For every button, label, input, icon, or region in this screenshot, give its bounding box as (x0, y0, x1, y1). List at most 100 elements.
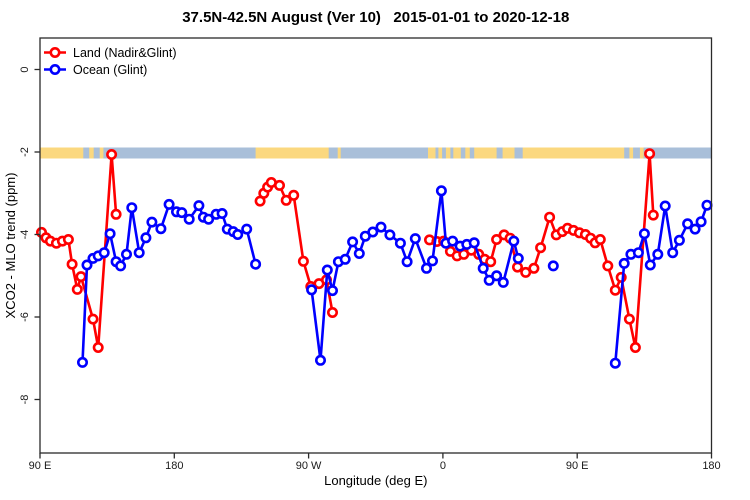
data-point-ocean (695, 216, 707, 228)
data-point-ocean (81, 259, 93, 271)
data-point-ocean (420, 262, 432, 274)
series-line-land (258, 181, 334, 313)
data-point-land (106, 149, 118, 161)
strip-land-segment (639, 147, 644, 159)
data-point-ocean (250, 258, 262, 270)
strip-land-segment (99, 147, 104, 159)
data-point-ocean (104, 228, 116, 240)
strip-land-segment (438, 147, 443, 159)
strip-land-segment (40, 147, 84, 159)
data-point-ocean (682, 218, 694, 230)
data-point-ocean (232, 229, 244, 241)
data-point-land (594, 234, 606, 246)
strip-land-segment (453, 147, 461, 159)
data-point-ocean (638, 228, 650, 240)
strip-ocean-base (40, 147, 712, 159)
data-point-land (629, 341, 641, 353)
data-point-ocean (652, 248, 664, 260)
data-point-ocean (659, 200, 671, 212)
data-point-land (623, 313, 635, 325)
data-point-ocean (176, 207, 188, 219)
x-tick-label: 180 (165, 460, 183, 472)
data-point-land (62, 234, 74, 246)
series-ocean (77, 185, 713, 369)
x-tick-label: 90 E (29, 460, 52, 472)
data-point-land (87, 313, 99, 325)
strip-land-segment (474, 147, 497, 159)
axis-ticks: 90 E 180 90 W 0 90 E 180 0 -2 -4 -6 -8 (19, 66, 721, 472)
strip-land-segment (337, 147, 341, 159)
data-point-land (528, 262, 540, 274)
data-point-ocean (98, 247, 110, 259)
data-point-land (273, 179, 285, 191)
x-axis-title: Longitude (deg E) (324, 473, 427, 488)
data-point-ocean (426, 255, 438, 267)
strip-land-segment (465, 147, 470, 159)
data-point-ocean (203, 213, 215, 225)
data-point-ocean (701, 199, 713, 211)
strip-land-segment (89, 147, 94, 159)
data-point-land (644, 148, 656, 160)
data-point-ocean (468, 237, 480, 249)
data-point-land (75, 271, 87, 283)
data-point-ocean (512, 252, 524, 264)
data-point-ocean (609, 357, 621, 369)
data-point-ocean (321, 264, 333, 276)
series-layer (35, 148, 713, 369)
data-point-ocean (477, 262, 489, 274)
strip-land-segment (255, 147, 329, 159)
x-tick-label: 90 W (296, 460, 322, 472)
data-point-ocean (163, 198, 175, 210)
data-point-land (602, 260, 614, 272)
data-point-land (544, 211, 556, 223)
data-point-land (647, 209, 659, 221)
legend-marker-land-icon (49, 46, 61, 58)
series-line-ocean (81, 203, 257, 363)
data-point-land (326, 306, 338, 318)
data-point-ocean (133, 247, 145, 259)
data-point-land (535, 242, 547, 254)
data-point-ocean (384, 229, 396, 241)
data-point-land (280, 194, 292, 206)
data-point-land (511, 261, 523, 273)
data-point-ocean (508, 235, 520, 247)
data-point-ocean (140, 232, 152, 244)
data-point-land (71, 283, 83, 295)
data-point-ocean (241, 223, 253, 235)
y-tick-label: -4 (19, 230, 31, 240)
data-point-ocean (77, 356, 89, 368)
y-axis-title: XCO2 - MLO trend (ppm) (3, 173, 18, 319)
legend-label-ocean: Ocean (Glint) (73, 63, 147, 77)
data-point-ocean (126, 202, 138, 214)
plot-border (39, 37, 713, 454)
data-point-land (288, 189, 300, 201)
data-point-ocean (115, 260, 127, 272)
data-point-land (520, 266, 532, 278)
data-point-ocean (326, 285, 338, 297)
x-tick-label: 90 E (566, 460, 589, 472)
strip-land-segment (428, 147, 436, 159)
data-point-land (485, 256, 497, 268)
data-point-ocean (673, 234, 685, 246)
data-point-ocean (632, 247, 644, 259)
data-point-ocean (339, 253, 351, 265)
data-point-ocean (491, 270, 503, 282)
data-point-land (110, 208, 122, 220)
data-point-land (491, 234, 503, 246)
land-ocean-strip (40, 147, 712, 159)
data-point-ocean (497, 276, 509, 288)
data-point-ocean (314, 354, 326, 366)
y-tick-label: -8 (19, 395, 31, 405)
data-point-land (297, 255, 309, 267)
data-point-land (66, 258, 78, 270)
data-point-ocean (367, 226, 379, 238)
data-point-ocean (667, 247, 679, 259)
y-tick-label: 0 (19, 66, 31, 72)
data-point-ocean (347, 236, 359, 248)
data-point-ocean (435, 185, 447, 197)
strip-land-segment (629, 147, 634, 159)
data-point-ocean (121, 248, 133, 260)
data-point-ocean (483, 274, 495, 286)
y-tick-label: -6 (19, 312, 31, 322)
